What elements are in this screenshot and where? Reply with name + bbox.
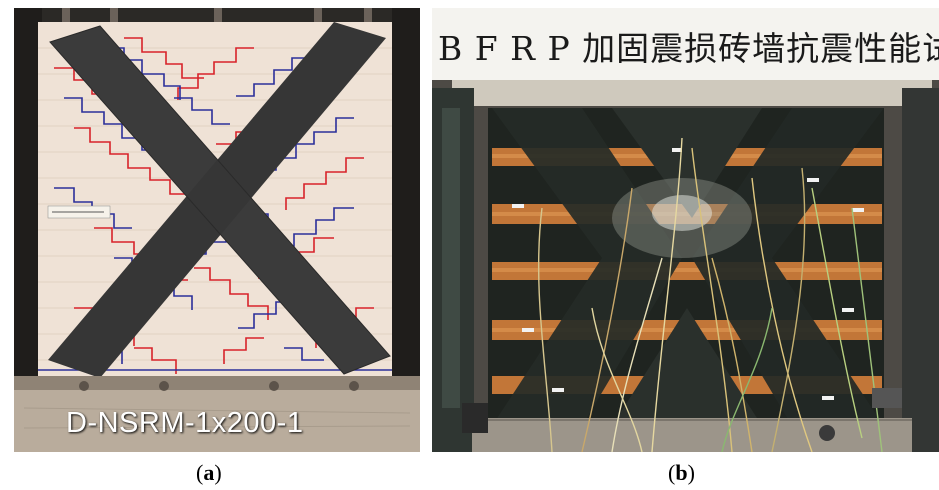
- specimen-caption: D-NSRM-1x200-1: [66, 407, 304, 439]
- subfigure-label-a: (a): [196, 460, 222, 485]
- subfigure-label-b: (b): [668, 460, 695, 485]
- wall-photo-a: [14, 8, 420, 452]
- wall-photo-b: [432, 8, 939, 452]
- photo-panel-b: B F R P 加固震损砖墙抗震性能试验: [432, 8, 939, 452]
- photo-panel-a: D-NSRM-1x200-1: [14, 8, 420, 452]
- test-banner: B F R P 加固震损砖墙抗震性能试验: [438, 29, 939, 68]
